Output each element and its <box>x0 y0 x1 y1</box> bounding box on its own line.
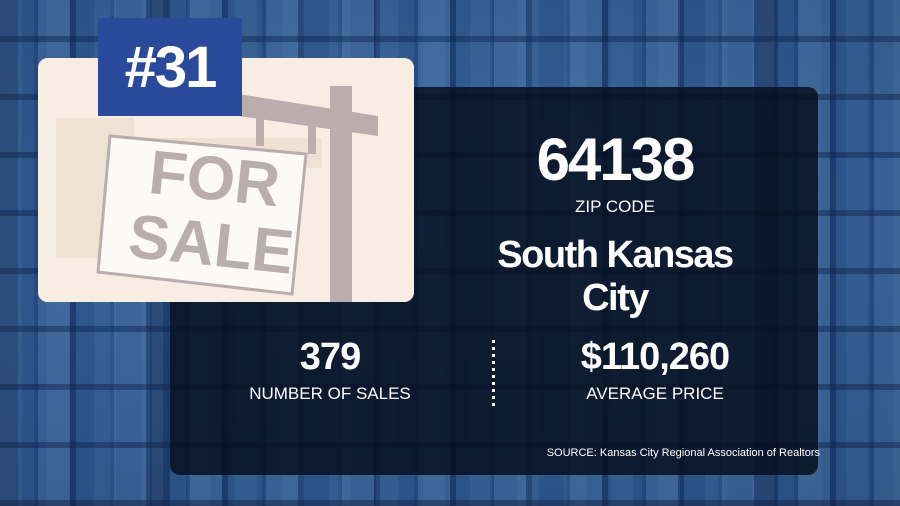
average-price-value: $110,260 <box>580 336 730 378</box>
zip-code-value: 64138 <box>536 126 696 193</box>
sales-count-value: 379 <box>299 336 361 378</box>
sign-text-for: FOR <box>146 138 283 220</box>
zip-code-label: ZIP CODE <box>575 197 655 216</box>
stat-divider <box>492 340 495 410</box>
area-name: South Kansas City <box>497 234 734 319</box>
average-price-label: AVERAGE PRICE <box>586 384 724 403</box>
sign-text-sale: SALE <box>125 202 297 288</box>
sales-count-label: NUMBER OF SALES <box>249 384 411 403</box>
source-note: SOURCE: Kansas City Regional Association… <box>546 447 820 459</box>
rank-badge: #31 <box>98 18 242 116</box>
